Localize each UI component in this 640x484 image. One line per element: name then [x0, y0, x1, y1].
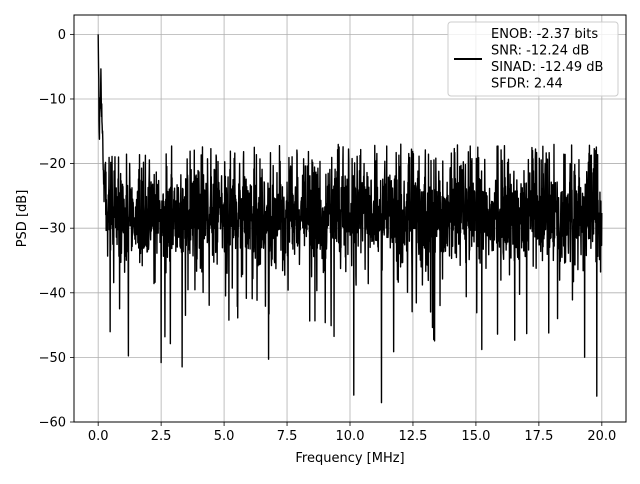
y-tick-label: −60: [39, 416, 66, 431]
legend-enob: ENOB: -2.37 bits: [491, 27, 598, 42]
x-tick-label: 20.0: [587, 429, 616, 444]
y-tick-label: −30: [39, 222, 66, 237]
y-tick-label: 0: [58, 28, 66, 43]
x-tick-label: 15.0: [461, 429, 490, 444]
legend-box: [447, 21, 619, 97]
x-tick-label: 12.5: [398, 429, 427, 444]
legend: ENOB: -2.37 bits SNR: -12.24 dB SINAD: -…: [447, 21, 619, 97]
legend-snr: SNR: -12.24 dB: [491, 44, 589, 59]
x-axis-label: Frequency [MHz]: [295, 451, 404, 466]
y-axis-label: PSD [dB]: [15, 190, 30, 248]
y-tick-label: −50: [39, 351, 66, 366]
x-tick-label: 17.5: [524, 429, 553, 444]
x-tick-label: 2.5: [151, 429, 172, 444]
x-tick-label: 0.0: [88, 429, 109, 444]
y-tick-label: −40: [39, 286, 66, 301]
psd-series-line: [97, 34, 603, 404]
x-tick-label: 7.5: [277, 429, 298, 444]
legend-sinad: SINAD: -12.49 dB: [491, 60, 603, 75]
x-tick-label: 5.0: [214, 429, 235, 444]
tick-layer: 0.0 2.5 5.0 7.5 10.0 12.5 15.0 17.5 20.0 0 −10 −20 −…: [39, 28, 617, 444]
series-layer: [97, 34, 603, 404]
legend-sfdr: SFDR: 2.44: [491, 77, 563, 92]
y-tick-label: −10: [39, 92, 66, 107]
x-tick-label: 10.0: [336, 429, 365, 444]
y-tick-label: −20: [39, 157, 66, 172]
